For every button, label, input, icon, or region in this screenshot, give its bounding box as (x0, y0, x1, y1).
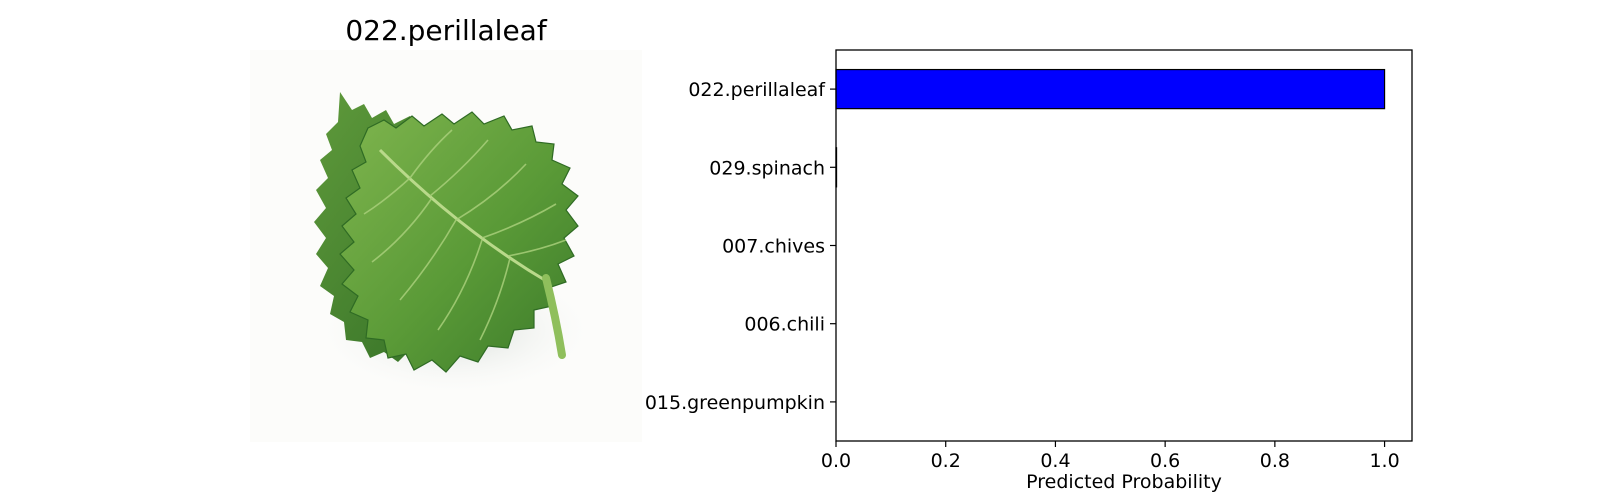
leaf-front (339, 111, 579, 373)
x-axis-label: Predicted Probability (1026, 471, 1222, 493)
x-axis-ticks: 0.0 0.2 0.4 0.6 0.8 1.0 (821, 441, 1400, 472)
x-tick-label-4: 0.8 (1260, 450, 1290, 472)
category-label-1: 029.spinach (709, 157, 825, 179)
x-tick-label-5: 1.0 (1369, 450, 1399, 472)
leaf-midrib (378, 148, 549, 284)
category-label-4: 015.greenpumpkin (645, 392, 825, 414)
x-tick-label-3: 0.6 (1150, 450, 1180, 472)
category-label-2: 007.chives (722, 236, 825, 258)
x-tick-label-0: 0.0 (821, 450, 851, 472)
bar-chart: 022.perillaleaf 029.spinach 007.chives 006.… (645, 49, 1413, 493)
x-tick-label-1: 0.2 (931, 450, 961, 472)
x-tick-label-2: 0.4 (1040, 450, 1070, 472)
bar-0 (835, 68, 1386, 110)
leaf-veins (363, 129, 567, 341)
category-label-0: 022.perillaleaf (688, 79, 826, 101)
image-title: 022.perillaleaf (345, 14, 548, 47)
category-label-3: 006.chili (744, 314, 825, 336)
leaf-stem (542, 274, 566, 359)
chart-bars (835, 68, 1386, 188)
perilla-leaf-photo (250, 50, 642, 442)
category-labels: 022.perillaleaf 029.spinach 007.chives 006.… (645, 79, 836, 414)
